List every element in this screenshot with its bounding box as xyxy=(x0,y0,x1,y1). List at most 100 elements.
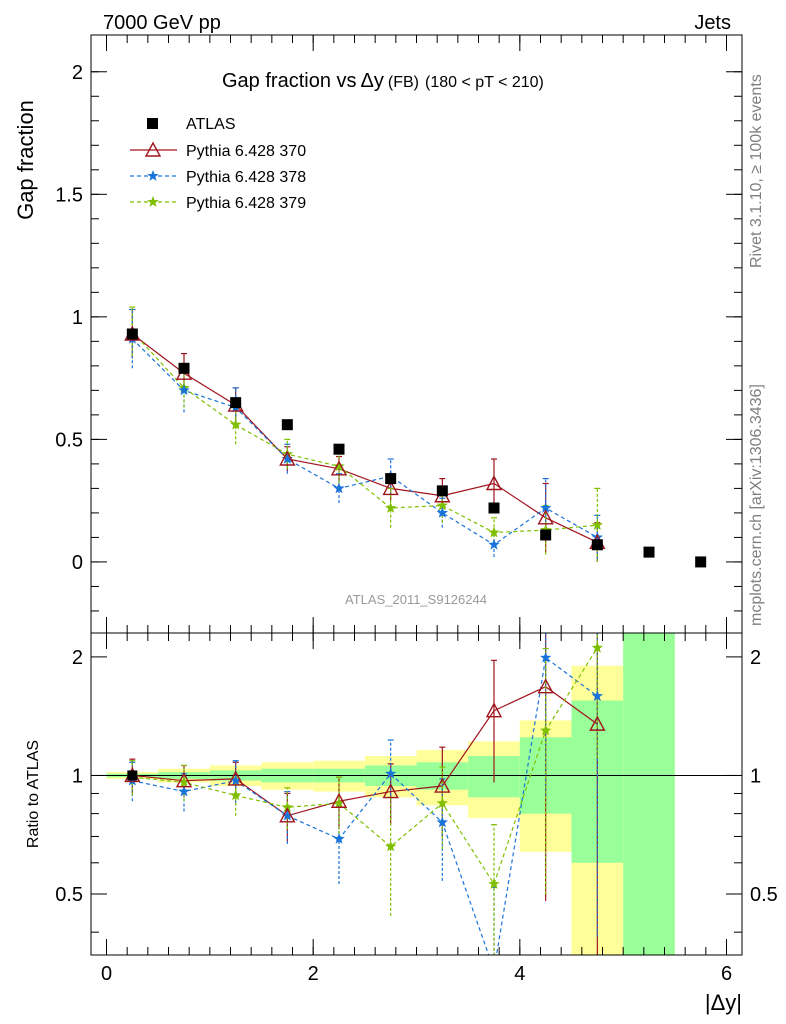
p378-ratio-point-2 xyxy=(230,774,242,786)
p378-point-6 xyxy=(436,506,448,518)
atlas-point-3 xyxy=(281,419,293,431)
p378-line xyxy=(131,338,598,546)
atlas-point-0 xyxy=(126,328,138,340)
p379-point-7 xyxy=(488,526,500,538)
p379-point-4 xyxy=(333,460,345,472)
title-range: (180 < pT < 210) xyxy=(425,74,544,91)
atlas-point-11 xyxy=(695,556,707,568)
atlas-point-7 xyxy=(488,502,500,514)
p379-ratio-point-3 xyxy=(281,801,293,813)
p379-point-9 xyxy=(591,519,603,530)
p379-ratio-point-4 xyxy=(333,797,345,809)
legend-atlas-marker xyxy=(147,118,158,129)
p379-ratio-point-7 xyxy=(488,878,500,889)
ratio-tick-label-right-1: 1 xyxy=(750,765,761,787)
legend-378-marker xyxy=(147,170,159,181)
process-label: Jets xyxy=(694,12,731,34)
atlas-point-8 xyxy=(540,529,552,541)
p370-point-8 xyxy=(537,509,554,525)
y-tick-label-1: 0.5 xyxy=(55,429,83,451)
x-tick-label-0: 0 xyxy=(101,963,112,985)
atlas-point-2 xyxy=(230,397,242,409)
p379-ratio-point-9 xyxy=(591,641,603,653)
p370-ratio-point-9 xyxy=(589,715,606,731)
p370-ratio-point-1 xyxy=(175,772,193,788)
p378-ratio-point-1 xyxy=(178,785,190,797)
p378-ratio-point-6 xyxy=(436,816,448,828)
legend-378-label: Pythia 6.428 378 xyxy=(186,169,306,186)
p378-ratio-point-3 xyxy=(281,809,293,821)
legend-379-marker xyxy=(147,196,159,207)
p370-ratio-line xyxy=(132,686,598,817)
y-axis-label: Gap fraction xyxy=(13,100,38,220)
p370-ratio-point-7 xyxy=(485,702,503,718)
p378-ratio-point-4 xyxy=(333,832,345,844)
p378-ratio-line xyxy=(132,656,598,955)
p379-line xyxy=(131,331,598,534)
atlas-point-6 xyxy=(436,485,448,497)
p378-ratio-point-9 xyxy=(591,690,603,701)
ratio-tick-label-right-0: 0.5 xyxy=(750,884,778,906)
ratio-tick-label-left-1: 1 xyxy=(72,765,83,787)
p378-ratio-point-5 xyxy=(385,767,397,779)
y-tick-label-2: 1 xyxy=(72,307,83,329)
rivet-version-label: Rivet 3.1.10, ≥ 100k events xyxy=(748,74,765,268)
p370-point-7 xyxy=(485,475,503,491)
p370-point-3 xyxy=(279,450,296,466)
ratio-tick-label-left-0: 0.5 xyxy=(55,884,83,906)
p378-ratio-point-7 xyxy=(488,964,499,975)
p379-point-6 xyxy=(436,499,448,511)
p370-line xyxy=(131,333,598,543)
y-tick-label-0: 0 xyxy=(72,552,83,574)
p370-ratio-point-8 xyxy=(537,678,554,694)
legend-379-star xyxy=(147,196,159,207)
p379-ratio-point-2 xyxy=(230,789,242,801)
legend-370-marker xyxy=(144,141,162,157)
p379-ratio-point-1 xyxy=(178,776,190,788)
p379-point-2 xyxy=(230,418,242,430)
mcplots-label: mcplots.cern.ch [arXiv:1306.3436] xyxy=(748,384,765,626)
p370-ratio-point-5 xyxy=(382,783,399,799)
atlas-point-1 xyxy=(178,362,190,374)
analysis-watermark: ATLAS_2011_S9126244 xyxy=(345,592,487,607)
p379-ratio-point-8 xyxy=(540,724,552,736)
p370-point-5 xyxy=(382,479,399,496)
p378-ratio-point-8 xyxy=(540,651,552,663)
p378-point-7 xyxy=(488,538,500,550)
ratio-tick-label-right-2: 2 xyxy=(750,647,761,669)
title-fb: (FB) xyxy=(388,74,419,91)
p379-ratio-line xyxy=(132,647,598,886)
y-tick-label-3: 1.5 xyxy=(55,184,83,206)
p370-ratio-point-6 xyxy=(434,777,451,793)
p370-ratio-point-3 xyxy=(279,807,296,823)
p379-ratio-point-5 xyxy=(385,840,397,852)
axis-ticks: 0 0.5 1 1.5 2 0.5 0.5 1 1 2 2 0 2 4 6 xyxy=(55,35,778,985)
ratio-plot-series xyxy=(91,633,742,975)
p379-ratio-point-6 xyxy=(436,797,448,809)
x-tick-label-1: 2 xyxy=(308,963,319,985)
chart-title: Gap fraction vs Δy (FB) (180 < pT < 210) xyxy=(222,70,544,92)
p378-point-3 xyxy=(281,453,293,464)
p378-point-4 xyxy=(333,482,345,494)
p370-ratio-point-4 xyxy=(330,792,348,808)
p370-ratio-point-2 xyxy=(227,770,244,786)
p370-point-4 xyxy=(330,460,348,476)
y-tick-label-4: 2 xyxy=(72,62,83,84)
title-main: Gap fraction vs xyxy=(222,70,357,92)
ratio-tick-label-left-2: 2 xyxy=(72,647,83,669)
atlas-ratio-point-0 xyxy=(127,770,138,781)
legend-379-label: Pythia 6.428 379 xyxy=(186,195,306,212)
p379-point-5 xyxy=(385,502,397,513)
legend-378-star xyxy=(147,170,159,181)
x-tick-label-2: 4 xyxy=(514,963,525,985)
x-axis-label: |Δy| xyxy=(705,990,742,1015)
atlas-point-5 xyxy=(385,473,397,485)
legend-370-label: Pythia 6.428 370 xyxy=(186,143,306,160)
atlas-point-9 xyxy=(591,539,603,551)
energy-label: 7000 GeV pp xyxy=(103,12,221,34)
atlas-point-4 xyxy=(333,443,345,455)
title-var: Δy xyxy=(361,70,384,92)
x-tick-label-3: 6 xyxy=(721,963,732,985)
main-plot-series xyxy=(124,306,707,568)
